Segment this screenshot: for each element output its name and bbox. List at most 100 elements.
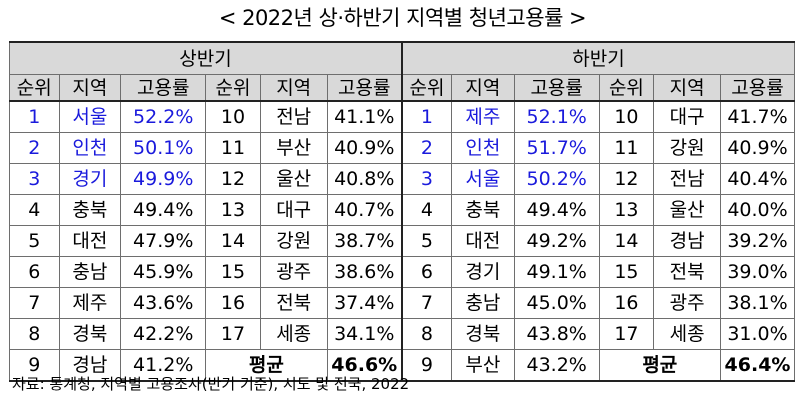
region-cell: 경북 xyxy=(450,318,515,350)
rank-cell: 14 xyxy=(205,225,261,257)
rate-cell: 40.4% xyxy=(720,163,795,195)
region-cell: 경기 xyxy=(450,256,515,288)
region-cell: 경기 xyxy=(58,163,122,195)
region-cell: 대구 xyxy=(653,100,721,133)
rate-cell: 52.2% xyxy=(120,100,207,133)
region-cell: 인천 xyxy=(58,132,122,164)
rate-cell: 40.9% xyxy=(326,132,403,164)
rate-cell: 43.8% xyxy=(513,318,600,350)
table-row: 2 인천 50.1% 11 부산 40.9% 2 인천 51.7% 11 강원 40.9% xyxy=(9,132,795,164)
rate-cell: 52.1% xyxy=(513,100,600,133)
header-rank: 순위 xyxy=(205,74,261,102)
rate-cell: 38.1% xyxy=(720,287,795,319)
rank-cell: 4 xyxy=(9,194,60,226)
rate-cell: 50.1% xyxy=(120,132,207,164)
rate-cell: 39.0% xyxy=(720,256,795,288)
region-cell: 경남 xyxy=(653,225,721,257)
region-cell: 제주 xyxy=(58,287,122,319)
region-cell: 세종 xyxy=(259,318,328,350)
header-rate: 고용률 xyxy=(513,74,600,102)
rank-cell: 11 xyxy=(598,132,655,164)
region-cell: 부산 xyxy=(259,132,328,164)
average-label: 평균 xyxy=(598,349,722,382)
region-cell: 부산 xyxy=(450,349,515,382)
region-cell: 전북 xyxy=(653,256,721,288)
rate-cell: 43.2% xyxy=(513,349,600,382)
region-cell: 인천 xyxy=(450,132,515,164)
rate-cell: 38.6% xyxy=(326,256,403,288)
average-label: 평균 xyxy=(205,349,328,382)
rank-cell: 3 xyxy=(9,163,60,195)
table-row: 1 서울 52.2% 10 전남 41.1% 1 제주 52.1% 10 대구 41.7% xyxy=(9,100,795,133)
rank-cell: 10 xyxy=(205,100,261,133)
region-cell: 전남 xyxy=(259,100,328,133)
rate-cell: 43.6% xyxy=(120,287,207,319)
region-cell: 울산 xyxy=(653,194,721,226)
rank-cell: 2 xyxy=(400,132,452,164)
rank-cell: 7 xyxy=(9,287,60,319)
table-row: 7 제주 43.6% 16 전북 37.4% 7 충남 45.0% 16 광주 38.1% xyxy=(9,287,795,319)
rate-cell: 40.7% xyxy=(326,194,403,226)
rate-cell: 39.2% xyxy=(720,225,795,257)
rank-cell: 13 xyxy=(598,194,655,226)
rate-cell: 51.7% xyxy=(513,132,600,164)
region-cell: 충남 xyxy=(58,256,122,288)
rank-cell: 2 xyxy=(9,132,60,164)
rate-cell: 34.1% xyxy=(326,318,403,350)
region-cell: 경북 xyxy=(58,318,122,350)
rank-cell: 13 xyxy=(205,194,261,226)
rate-cell: 37.4% xyxy=(326,287,403,319)
rate-cell: 49.1% xyxy=(513,256,600,288)
header-region: 지역 xyxy=(653,74,721,102)
header-rate: 고용률 xyxy=(120,74,207,102)
rank-cell: 9 xyxy=(400,349,452,382)
section-header-row: 상반기 하반기 xyxy=(8,41,795,75)
rank-cell: 6 xyxy=(400,256,452,288)
rank-cell: 1 xyxy=(400,100,452,133)
rank-cell: 10 xyxy=(598,100,655,133)
rank-cell: 1 xyxy=(9,100,60,133)
table-row-last: 9 경남 41.2% 평균 46.6% 9 부산 43.2% 평균 46.4% xyxy=(9,349,795,382)
region-cell: 강원 xyxy=(259,225,328,257)
rank-cell: 12 xyxy=(598,163,655,195)
rate-cell: 42.2% xyxy=(120,318,207,350)
rate-cell: 41.7% xyxy=(720,100,795,133)
rate-cell: 41.1% xyxy=(326,100,403,133)
rate-cell: 49.4% xyxy=(120,194,207,226)
rate-cell: 31.0% xyxy=(720,318,795,350)
rate-cell: 47.9% xyxy=(120,225,207,257)
column-header-row: 순위 지역 고용률 순위 지역 고용률 순위 지역 고용률 순위 지역 고용률 xyxy=(9,74,795,102)
region-cell: 광주 xyxy=(653,287,721,319)
rate-cell: 45.9% xyxy=(120,256,207,288)
region-cell: 광주 xyxy=(259,256,328,288)
region-cell: 대전 xyxy=(58,225,122,257)
region-cell: 전북 xyxy=(259,287,328,319)
region-cell: 경남 xyxy=(58,349,122,382)
region-cell: 서울 xyxy=(58,100,122,133)
region-cell: 충북 xyxy=(58,194,122,226)
page-title: < 2022년 상·하반기 지역별 청년고용률 > xyxy=(218,6,587,30)
rate-cell: 50.2% xyxy=(513,163,600,195)
rank-cell: 17 xyxy=(598,318,655,350)
region-cell: 충북 xyxy=(450,194,515,226)
rank-cell: 8 xyxy=(9,318,60,350)
rank-cell: 12 xyxy=(205,163,261,195)
employment-rate-table: 상반기 하반기 순위 지역 고용률 순위 지역 고용률 순위 지역 고용률 순위 지역 고용률 1 서울 52.… xyxy=(8,41,795,382)
rank-cell: 8 xyxy=(400,318,452,350)
header-region: 지역 xyxy=(58,74,122,102)
region-cell: 세종 xyxy=(653,318,721,350)
rank-cell: 15 xyxy=(205,256,261,288)
header-rank: 순위 xyxy=(598,74,655,102)
rank-cell: 16 xyxy=(205,287,261,319)
rank-cell: 15 xyxy=(598,256,655,288)
rate-cell: 49.4% xyxy=(513,194,600,226)
rank-cell: 5 xyxy=(400,225,452,257)
rank-cell: 9 xyxy=(9,349,60,382)
region-cell: 충남 xyxy=(450,287,515,319)
rate-cell: 49.2% xyxy=(513,225,600,257)
rank-cell: 11 xyxy=(205,132,261,164)
region-cell: 전남 xyxy=(653,163,721,195)
table-row: 6 충남 45.9% 15 광주 38.6% 6 경기 49.1% 15 전북 39.0% xyxy=(9,256,795,288)
table-row: 3 경기 49.9% 12 울산 40.8% 3 서울 50.2% 12 전남 40.4% xyxy=(9,163,795,195)
region-cell: 대전 xyxy=(450,225,515,257)
